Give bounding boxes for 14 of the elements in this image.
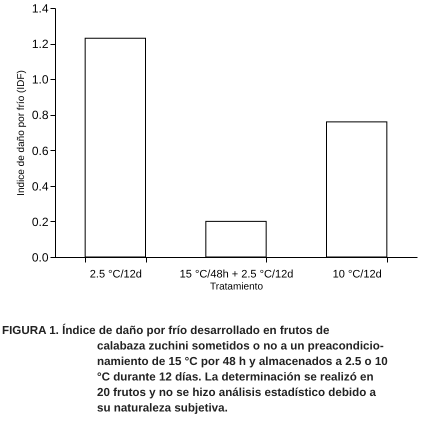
y-axis-title: Indice de daño por frío (IDF) <box>16 70 27 196</box>
y-tick-label: 0.6 <box>32 144 49 158</box>
y-tick-label: 0.0 <box>32 250 49 264</box>
y-tick-label: 0.2 <box>32 214 49 229</box>
x-axis-title: Tratamiento <box>210 282 264 292</box>
y-tick-label: 0.4 <box>32 179 49 194</box>
x-tick-label: 2.5 °C/12d <box>90 268 142 280</box>
y-tick-label: 1.0 <box>32 72 49 87</box>
x-tick-label: 10 °C/12d <box>332 268 382 280</box>
y-tick-label: 0.8 <box>32 108 49 122</box>
text: FIGURA 1. Índice de daño por frío desarrollado en frutos de calabaza zuchini sometidos o no a un preacondicio- namiento de 15 °C por 48 h y almacenados a 2.5 o 10 °C durante 12 días. La determinación se realizó en 20 frutos y no se hizo análisis estadístico debido a su naturaleza subjetiva. <box>2 323 388 414</box>
y-tick-label: 1.4 <box>32 2 49 16</box>
x-tick-label: 15 °C/48h + 2.5 °C/12d <box>180 268 294 280</box>
y-tick-label: 1.2 <box>32 37 49 52</box>
